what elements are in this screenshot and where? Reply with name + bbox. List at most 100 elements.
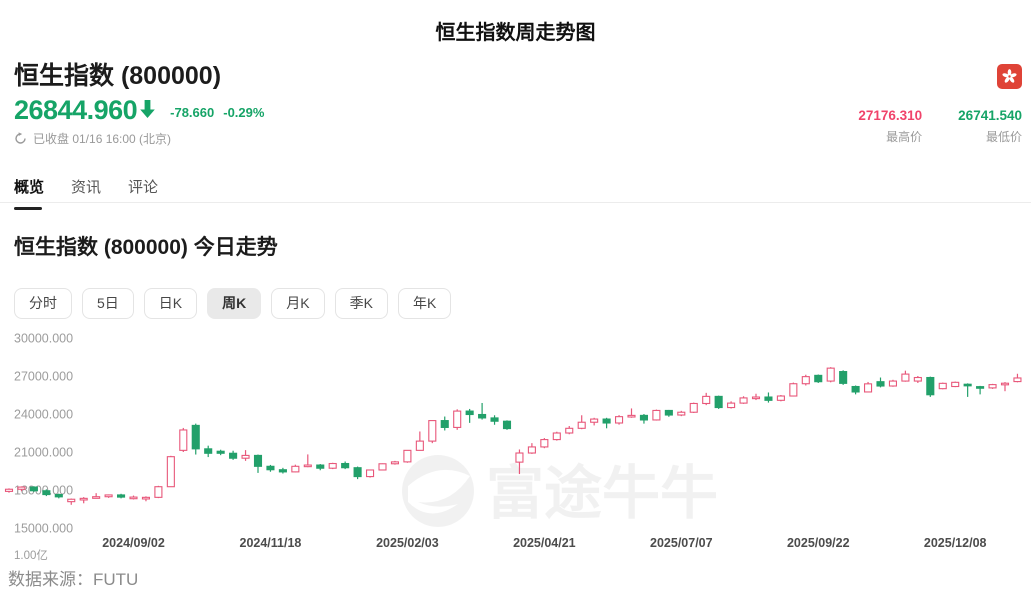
x-axis-tick: 2024/09/02: [102, 536, 165, 550]
candlestick-chart-area[interactable]: 富途牛牛 30000.000 27000.000 24000.000 21000.000…: [0, 328, 1031, 563]
candle-body: [814, 374, 823, 383]
security-name: 恒生指数 (800000): [14, 62, 222, 90]
candle-body: [490, 417, 499, 422]
candle-body: [341, 462, 350, 469]
candle-body: [79, 497, 88, 501]
candle-body: [253, 454, 263, 467]
y-axis-tick: 24000.000: [14, 408, 73, 422]
candle-body: [502, 420, 512, 430]
period-monthly-button[interactable]: 月K: [271, 288, 325, 319]
refresh-icon[interactable]: [14, 132, 27, 145]
candle-body: [29, 486, 38, 492]
candle-body: [963, 383, 972, 387]
x-axis-tick: 2025/09/22: [787, 536, 850, 550]
candle-body: [278, 469, 287, 473]
candle-body: [129, 496, 138, 500]
candle-body: [54, 494, 63, 498]
tab-comments[interactable]: 评论: [128, 179, 159, 196]
period-minute-button[interactable]: 分时: [14, 288, 72, 319]
candle-body: [166, 456, 175, 488]
candle-body: [303, 464, 312, 468]
candle-body: [664, 409, 673, 416]
candlestick-chart[interactable]: 富途牛牛 30000.000 27000.000 24000.000 21000.000…: [0, 328, 1031, 563]
tab-overview[interactable]: 概览: [14, 176, 44, 210]
candle-body: [590, 418, 599, 423]
high-label: 最高价: [886, 130, 923, 144]
candle-body: [42, 490, 51, 496]
y-axis-tick: 21000.000: [14, 446, 73, 460]
candle-body: [191, 424, 200, 450]
tab-bar: 概览 资讯 评论: [14, 176, 159, 210]
candle-body: [92, 496, 101, 499]
high-value: 27176.310: [858, 108, 923, 123]
candle-body: [901, 373, 910, 382]
candle-body: [627, 414, 636, 418]
tab-news[interactable]: 资讯: [71, 179, 102, 196]
candle-body: [328, 462, 337, 469]
low-stat: 26741.540 最低价: [958, 108, 1022, 145]
candle-body: [527, 446, 536, 454]
volume-axis-tick: 1.00亿: [14, 549, 48, 562]
candle-body: [552, 432, 561, 441]
candle-body: [117, 494, 126, 498]
candle-body: [876, 381, 885, 387]
x-axis-tick: 2024/11/18: [240, 536, 302, 550]
period-quarterly-button[interactable]: 季K: [334, 288, 388, 319]
down-arrow-icon: [139, 99, 156, 124]
candle-body: [888, 380, 898, 387]
chart-section-title: 恒生指数 (800000) 今日走势: [14, 236, 278, 259]
page-title: 恒生指数周走势图: [435, 22, 596, 44]
period-weekly-button[interactable]: 周K: [207, 288, 262, 319]
candle-body: [67, 498, 76, 503]
candle-body: [689, 402, 698, 413]
x-axis-tick: 2025/07/07: [650, 536, 713, 550]
candle-body: [826, 367, 835, 382]
candle-body: [515, 452, 524, 463]
candle-body: [353, 467, 362, 478]
period-yearly-button[interactable]: 年K: [397, 288, 452, 319]
candle-body: [216, 450, 225, 454]
period-daily-button[interactable]: 日K: [143, 288, 198, 319]
candle-body: [478, 413, 487, 419]
candle-body: [577, 421, 586, 429]
last-price: 26844.960: [14, 95, 138, 125]
high-low-stats: 27176.310 最高价 26741.540 最低价: [858, 108, 1022, 145]
candle-body: [403, 449, 412, 463]
candle-body: [1013, 377, 1022, 383]
price-row: 26844.960 -78.660 -0.29%: [14, 96, 264, 124]
tab-divider: [0, 202, 1031, 203]
data-source-note: 数据来源：FUTU: [8, 570, 139, 589]
candle-body: [390, 461, 400, 465]
candle-body: [951, 381, 960, 388]
market-status-row: 已收盘 01/16 16:00 (北京): [14, 130, 171, 147]
candle-body: [938, 382, 947, 390]
hk-flag-icon: [997, 64, 1022, 89]
y-axis-tick: 15000.000: [14, 522, 73, 536]
candle-body: [976, 386, 985, 389]
candle-body: [863, 383, 873, 393]
price-change: -78.660: [170, 105, 215, 120]
candle-body: [4, 488, 14, 492]
candle-body: [565, 427, 574, 434]
candle-body: [229, 452, 238, 459]
candle-body: [179, 429, 188, 451]
period-5day-button[interactable]: 5日: [82, 288, 134, 319]
futu-watermark: 富途牛牛: [402, 455, 718, 527]
x-axis-tick: 2025/02/03: [376, 536, 439, 550]
candle-body: [316, 464, 325, 469]
candle-body: [702, 395, 711, 405]
candle-body: [440, 420, 449, 428]
candle-body: [104, 494, 113, 498]
candle-body: [926, 376, 935, 396]
candle-body: [141, 496, 150, 500]
candle-body: [789, 383, 798, 397]
candle-body: [652, 409, 661, 421]
period-selector: 分时 5日 日K 周K 月K 季K 年K: [14, 288, 452, 319]
candle-body: [851, 385, 860, 393]
candle-body: [453, 410, 462, 428]
candle-body: [776, 395, 785, 401]
candle-body: [913, 376, 922, 382]
candle-body: [204, 448, 213, 454]
candle-body: [714, 395, 723, 409]
